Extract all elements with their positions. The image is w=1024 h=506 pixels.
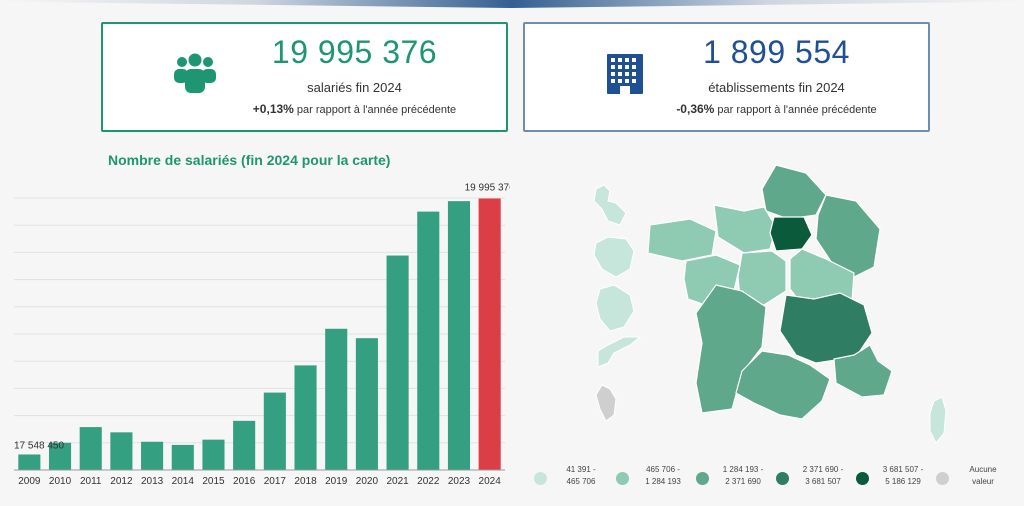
establishments-label: établissements fin 2024 [708, 80, 845, 95]
legend-item[interactable]: 1 284 193 - 2 371 690 [696, 462, 776, 502]
map-region-provence-alpes-cote-d-azur[interactable] [833, 344, 893, 398]
top-gradient-line [0, 0, 1024, 8]
legend-line2: 465 706 [566, 477, 596, 486]
chart-bar-2017[interactable] [263, 392, 286, 470]
map-region-reunion[interactable] [597, 336, 642, 368]
chart-xtick-label: 2011 [80, 476, 102, 487]
legend-line1: 1 284 193 - [722, 465, 764, 474]
employees-kpi-card: 19 995 376 salariés fin 2024 +0,13% par … [101, 22, 508, 132]
map-region-guyane[interactable] [595, 284, 635, 332]
legend-dot [534, 472, 547, 485]
map-region-corse[interactable] [929, 396, 947, 444]
chart-xtick-label: 2012 [110, 476, 133, 487]
chart-xtick-label: 2009 [18, 476, 41, 487]
legend-item[interactable]: 41 391 - 465 706 [534, 462, 614, 502]
chart-xtick-label: 2014 [172, 476, 195, 487]
chart-xtick-label: 2018 [294, 476, 317, 487]
chart-bar-2013[interactable] [141, 441, 164, 470]
employees-change-line: +0,13% par rapport à l'année précédente [103, 102, 506, 116]
chart-xtick-label: 2024 [479, 476, 502, 487]
establishments-kpi-card: 1 899 554 établissements fin 2024 -0,36%… [523, 22, 930, 132]
chart-xtick-label: 2013 [141, 476, 164, 487]
legend-line1: Aucune [969, 465, 997, 474]
chart-bar-2018[interactable] [294, 365, 317, 470]
employees-label: salariés fin 2024 [307, 80, 402, 95]
legend-dot [776, 472, 789, 485]
chart-xtick-label: 2022 [417, 476, 440, 487]
legend-line2: 5 186 129 [885, 477, 921, 486]
chart-xtick-label: 2020 [356, 476, 379, 487]
chart-bar-2021[interactable] [386, 255, 409, 470]
chart-xtick-label: 2021 [386, 476, 409, 487]
chart-xtick-label: 2019 [325, 476, 348, 487]
legend-item[interactable]: Aucune valeur [936, 462, 1016, 502]
map-region-ile-de-france[interactable] [769, 216, 813, 252]
chart-bar-2009[interactable] [18, 454, 41, 470]
map-region-bretagne[interactable] [647, 218, 717, 262]
map-region-occitanie[interactable] [735, 350, 831, 420]
people-group-icon [174, 53, 216, 93]
chart-data-label-first: 17 548 450 [14, 440, 64, 451]
employees-change: +0,13% [252, 102, 294, 116]
legend-line2: 1 284 193 [645, 477, 681, 486]
legend-line1: 41 391 - [566, 465, 596, 474]
map-region-centre-val-de-loire[interactable] [737, 250, 787, 306]
chart-bar-2024[interactable] [478, 198, 501, 470]
employees-change-text: par rapport à l'année précédente [296, 104, 457, 116]
map-region-martinique[interactable] [593, 236, 635, 278]
chart-bar-2014[interactable] [171, 444, 194, 470]
chart-bar-2022[interactable] [417, 211, 440, 470]
chart-bar-2019[interactable] [325, 328, 348, 470]
legend-dot [696, 472, 709, 485]
map-region-mayotte[interactable] [595, 384, 617, 422]
chart-xtick-label: 2017 [264, 476, 287, 487]
chart-bar-2011[interactable] [79, 427, 102, 470]
legend-item[interactable]: 3 681 507 - 5 186 129 [856, 462, 936, 502]
legend-dot [856, 472, 869, 485]
employees-value: 19 995 376 [271, 34, 438, 70]
map-region-normandie[interactable] [713, 204, 777, 254]
legend-line1: 465 706 - [646, 465, 680, 474]
chart-xtick-label: 2016 [233, 476, 256, 487]
map-region-hauts-de-france[interactable] [761, 164, 827, 220]
chart-xtick-label: 2015 [202, 476, 225, 487]
establishments-change-text: par rapport à l'année précédente [717, 104, 877, 116]
map-region-auvergne-rhone-alpes[interactable] [779, 292, 873, 364]
chart-bar-2023[interactable] [447, 201, 471, 470]
chart-xtick-label: 2010 [49, 476, 72, 487]
chart-title: Nombre de salariés (fin 2024 pour la car… [108, 152, 391, 168]
chart-bar-2016[interactable] [233, 420, 256, 470]
building-icon [607, 54, 643, 94]
chart-data-label-last: 19 995 376 [465, 182, 510, 193]
chart-xtick-label: 2023 [448, 476, 471, 487]
legend-line1: 2 371 690 - [802, 465, 844, 474]
establishments-change: -0,36% [676, 102, 715, 116]
legend-item[interactable]: 2 371 690 - 3 681 507 [776, 462, 856, 502]
establishments-value: 1 899 554 [703, 34, 850, 70]
legend-line2: 3 681 507 [805, 477, 841, 486]
legend-item[interactable]: 465 706 - 1 284 193 [616, 462, 696, 502]
establishments-change-line: -0,36% par rapport à l'année précédente [525, 102, 928, 116]
legend-line1: 3 681 507 - [882, 465, 924, 474]
chart-bar-2015[interactable] [202, 439, 225, 470]
legend-line2: 2 371 690 [725, 477, 761, 486]
chart-bar-2010[interactable] [48, 442, 72, 470]
map-region-guadeloupe[interactable] [593, 184, 627, 226]
map-region-nouvelle-aquitaine[interactable] [695, 284, 767, 414]
chart-bar-2012[interactable] [110, 432, 133, 470]
chart-bar-2020[interactable] [355, 338, 378, 470]
legend-line2: valeur [972, 477, 994, 486]
map-legend: 41 391 - 465 706 465 706 - 1 284 193 1 2… [520, 462, 1020, 502]
france-regions-map [593, 164, 947, 444]
legend-dot [616, 472, 629, 485]
legend-dot [936, 472, 949, 485]
employees-bar-chart: 2009 2010 2011 2012 2013 2014 2015 2016 2017 2018… [14, 182, 510, 487]
